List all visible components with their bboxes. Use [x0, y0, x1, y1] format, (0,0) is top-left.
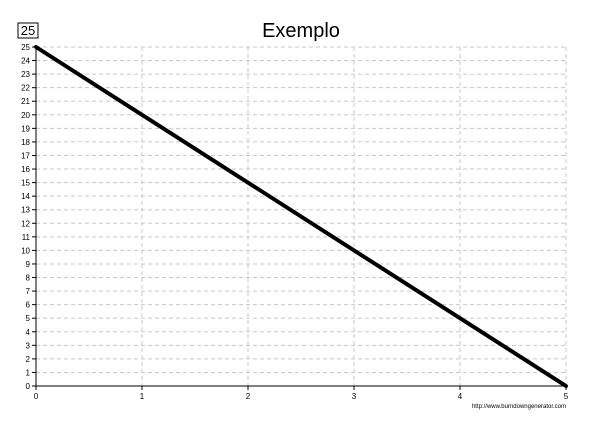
x-tick-label: 0 [34, 392, 39, 401]
y-tick-label: 2 [26, 355, 31, 364]
tick-labels: 0123456789101112131415161718192021222324… [21, 43, 569, 401]
y-tick-label: 11 [22, 233, 31, 242]
y-tick-label: 3 [26, 341, 31, 350]
y-tick-label: 8 [26, 274, 31, 283]
axes [32, 46, 567, 390]
y-tick-label: 6 [26, 301, 31, 310]
x-tick-label: 5 [564, 392, 569, 401]
x-tick-label: 1 [140, 392, 145, 401]
y-tick-label: 18 [21, 138, 30, 147]
badge-box [17, 22, 39, 39]
y-tick-label: 14 [21, 192, 30, 201]
y-tick-label: 19 [21, 124, 30, 133]
y-tick-label: 15 [21, 179, 30, 188]
badge-value: 25 [21, 23, 35, 38]
y-tick-label: 24 [21, 57, 30, 66]
y-tick-label: 12 [21, 219, 30, 228]
y-tick-label: 17 [21, 151, 30, 160]
y-tick-label: 25 [21, 43, 30, 52]
y-tick-label: 21 [21, 97, 30, 106]
x-tick-label: 2 [246, 392, 251, 401]
chart-title: Exemplo [262, 20, 340, 42]
x-tick-label: 4 [458, 392, 463, 401]
badge: 25 [17, 22, 39, 39]
y-tick-label: 0 [26, 382, 31, 391]
series [34, 45, 568, 388]
burndown-line [34, 45, 568, 388]
x-tick-label: 3 [352, 392, 357, 401]
y-tick-label: 10 [21, 246, 30, 255]
y-tick-label: 9 [26, 260, 31, 269]
y-tick-label: 23 [21, 70, 30, 79]
footer-url: http://www.burndowngenerator.com [472, 404, 566, 410]
y-tick-label: 5 [26, 314, 31, 323]
grid [36, 46, 567, 386]
y-tick-label: 7 [26, 287, 31, 296]
y-tick-label: 1 [26, 368, 31, 377]
y-tick-label: 4 [26, 328, 31, 337]
y-tick-label: 20 [21, 111, 30, 120]
y-tick-label: 22 [21, 84, 30, 93]
y-tick-label: 13 [21, 206, 30, 215]
y-tick-label: 16 [21, 165, 30, 174]
